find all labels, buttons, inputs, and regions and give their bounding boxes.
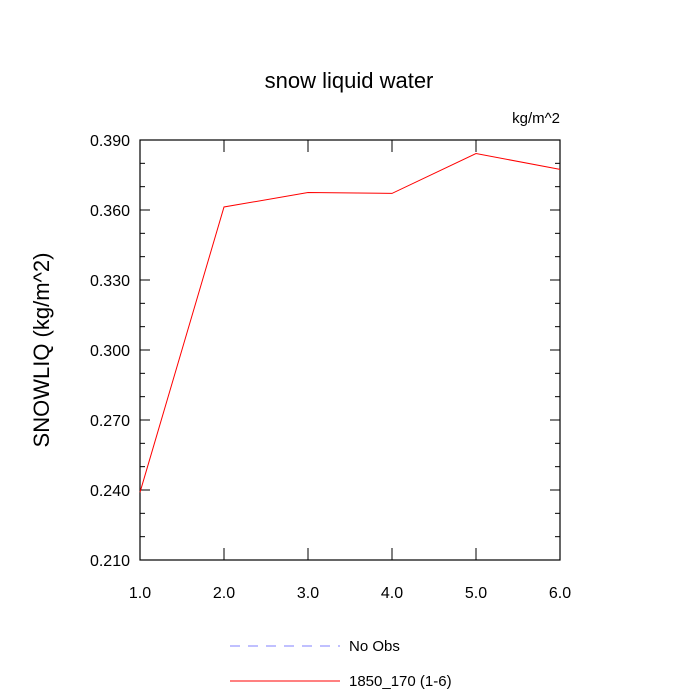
y-tick-label: 0.210 (90, 553, 130, 570)
y-tick-label: 0.300 (90, 343, 130, 360)
y-axis-label: SNOWLIQ (kg/m^2) (29, 253, 54, 448)
x-tick-label: 1.0 (129, 585, 151, 602)
y-tick-label: 0.390 (90, 133, 130, 150)
legend-label-1: 1850_170 (1-6) (349, 673, 452, 690)
x-tick-label: 5.0 (465, 585, 487, 602)
x-tick-label: 4.0 (381, 585, 403, 602)
plot-marks (139, 152, 561, 493)
legend-label-0: No Obs (349, 638, 400, 655)
y-tick-label: 0.360 (90, 203, 130, 220)
series-line-1 (139, 152, 561, 493)
y-tick-label: 0.270 (90, 413, 130, 430)
x-tick-label: 6.0 (549, 585, 571, 602)
plot-frame (139, 139, 561, 561)
chart-title: snow liquid water (265, 68, 434, 93)
axes: 1.0 2.0 3.0 4.0 5.0 6.0 0.210 0.240 0.270 0.300 0.… (90, 133, 571, 602)
legend: No Obs 1850_170 (1-6) (230, 638, 452, 690)
x-tick-label: 3.0 (297, 585, 319, 602)
y-tick-label: 0.240 (90, 483, 130, 500)
x-tick-label: 2.0 (213, 585, 235, 602)
y-tick-label: 0.330 (90, 273, 130, 290)
units-label: kg/m^2 (512, 110, 560, 127)
